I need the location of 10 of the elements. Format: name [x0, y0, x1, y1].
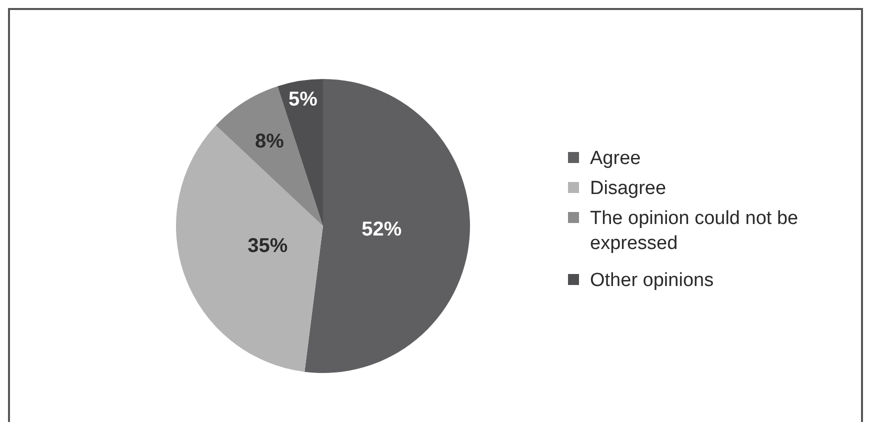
pie-slice	[176, 125, 323, 372]
legend-label: Other opinions	[590, 270, 714, 290]
data-label: 8%	[254, 130, 284, 153]
legend-label: Disagree	[590, 178, 666, 198]
legend-label: Agree	[590, 148, 641, 168]
data-label: 35%	[248, 234, 288, 257]
data-label: 52%	[362, 218, 402, 241]
data-label: 5%	[288, 88, 318, 111]
pie-slice	[216, 86, 323, 226]
legend-label: The opinion could not be expressed	[590, 208, 798, 254]
